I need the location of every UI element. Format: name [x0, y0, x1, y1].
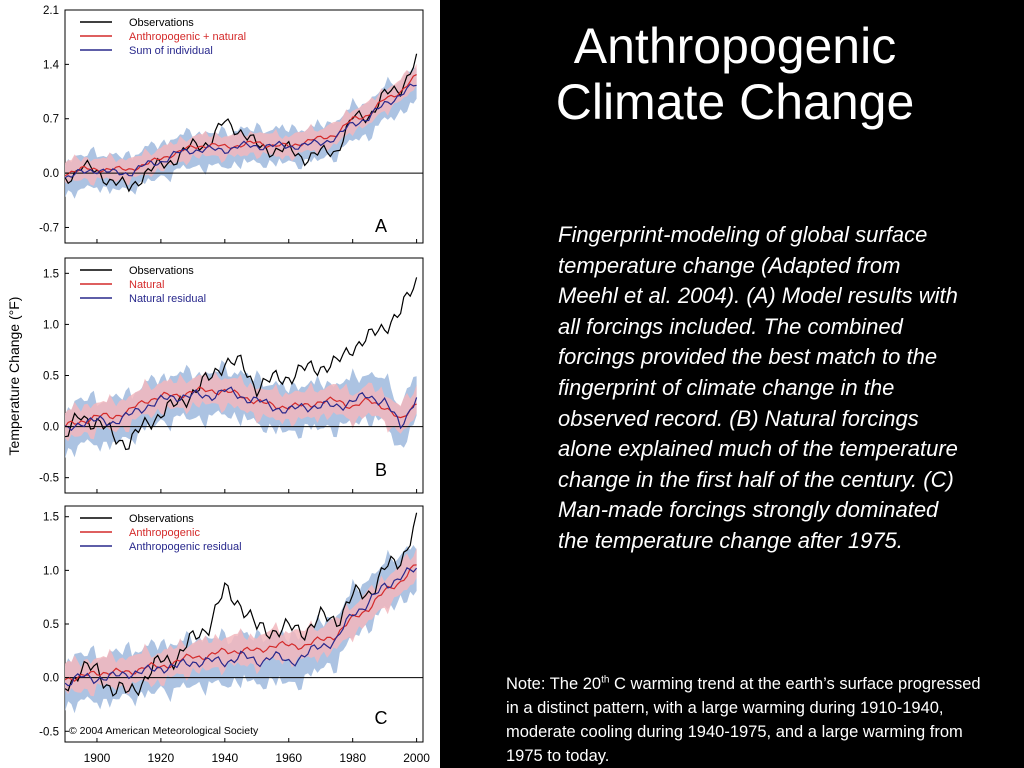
legend-label: Observations: [129, 513, 194, 525]
panel-letter: B: [375, 460, 387, 480]
plot-area: [65, 53, 423, 199]
series-line-residual: [65, 566, 418, 687]
y-tick-label: 1.5: [43, 512, 59, 524]
x-tick-label: 1980: [339, 751, 366, 765]
legend-box: [76, 261, 236, 309]
y-tick-label: 1.5: [43, 268, 59, 280]
x-tick-label: 2000: [403, 751, 430, 765]
x-tick-label: 1940: [211, 751, 238, 765]
legend-label: Anthropogenic residual: [129, 541, 242, 553]
y-axis-label: Temperature Change (°F): [6, 297, 22, 456]
copyright-text: © 2004 American Meteorological Society: [69, 725, 259, 737]
title-line-2: Climate Change: [555, 74, 915, 130]
legend-label: Natural: [129, 279, 164, 291]
title-line-1: Anthropogenic: [573, 18, 897, 74]
panel-letter: C: [375, 708, 388, 728]
y-tick-label: 0.0: [43, 168, 59, 180]
uncertainty-band-red: [65, 370, 417, 442]
y-tick-label: -0.5: [39, 726, 59, 738]
series-line-model: [65, 74, 417, 177]
legend: Observations Anthropogenic Anthropogenic r…: [76, 509, 242, 557]
plot-area: [65, 512, 423, 714]
y-tick-label: 0.0: [43, 673, 59, 685]
y-tick-label: 0.0: [43, 422, 59, 434]
legend: Observations Anthropogenic + natural Sum o…: [76, 13, 246, 61]
y-tick-label: -0.7: [39, 222, 59, 234]
note-prefix: Note: The 20: [506, 675, 602, 693]
uncertainty-band-red: [65, 547, 417, 697]
series-line-observations: [65, 512, 418, 697]
panel-b: 1.5 1.0 0.5 0.0 -0.5 Observations Natural Natur…: [39, 257, 424, 494]
series-line-observations: [65, 53, 418, 193]
series-line-residual: [65, 386, 418, 432]
legend-label: Natural residual: [129, 293, 206, 305]
note-text: Note: The 20th C warming trend at the ea…: [506, 672, 986, 768]
x-tick-label: 1900: [84, 751, 111, 765]
legend-label: Observations: [129, 265, 194, 277]
x-tick-label: 1960: [275, 751, 302, 765]
figure-caption: Fingerprint-modeling of global surface t…: [558, 222, 958, 553]
figure-panel: 2.1 1.4 0.7 0.0 -0.7 Observations Anthropogeni…: [0, 0, 440, 768]
x-tick-label: 1920: [148, 751, 175, 765]
uncertainty-band-red: [65, 63, 417, 186]
panel-a: 2.1 1.4 0.7 0.0 -0.7 Observations Anthropogeni…: [39, 5, 424, 244]
legend-label: Anthropogenic: [129, 527, 200, 539]
legend-box: [76, 13, 236, 61]
slide-title: Anthropogenic Climate Change: [470, 18, 1000, 130]
y-tick-label: 0.5: [43, 619, 59, 631]
series-line-residual: [65, 83, 417, 179]
legend-label: Anthropogenic + natural: [129, 31, 246, 43]
y-tick-label: 0.5: [43, 371, 59, 383]
legend-box: [76, 509, 236, 557]
note-rest: C warming trend at the earth’s surface p…: [506, 675, 981, 765]
series-line-observations: [65, 277, 418, 451]
y-tick-label: 1.4: [43, 59, 60, 71]
panel-letter: A: [375, 216, 387, 236]
y-tick-label: 0.7: [43, 114, 59, 126]
panel-c: 1.5 1.0 0.5 0.0 -0.5 Observations Anthropogeni…: [39, 505, 430, 765]
legend: Observations Natural Natural residual: [76, 261, 236, 309]
note-superscript: th: [601, 674, 610, 686]
y-tick-label: 2.1: [43, 5, 59, 17]
y-tick-label: 1.0: [43, 565, 59, 577]
chart-figure: 2.1 1.4 0.7 0.0 -0.7 Observations Anthropogeni…: [6, 5, 430, 765]
plot-area: [65, 277, 423, 459]
legend-label: Sum of individual: [129, 45, 213, 57]
y-tick-label: -0.5: [39, 473, 59, 485]
legend-label: Observations: [129, 17, 194, 29]
y-tick-label: 1.0: [43, 319, 59, 331]
